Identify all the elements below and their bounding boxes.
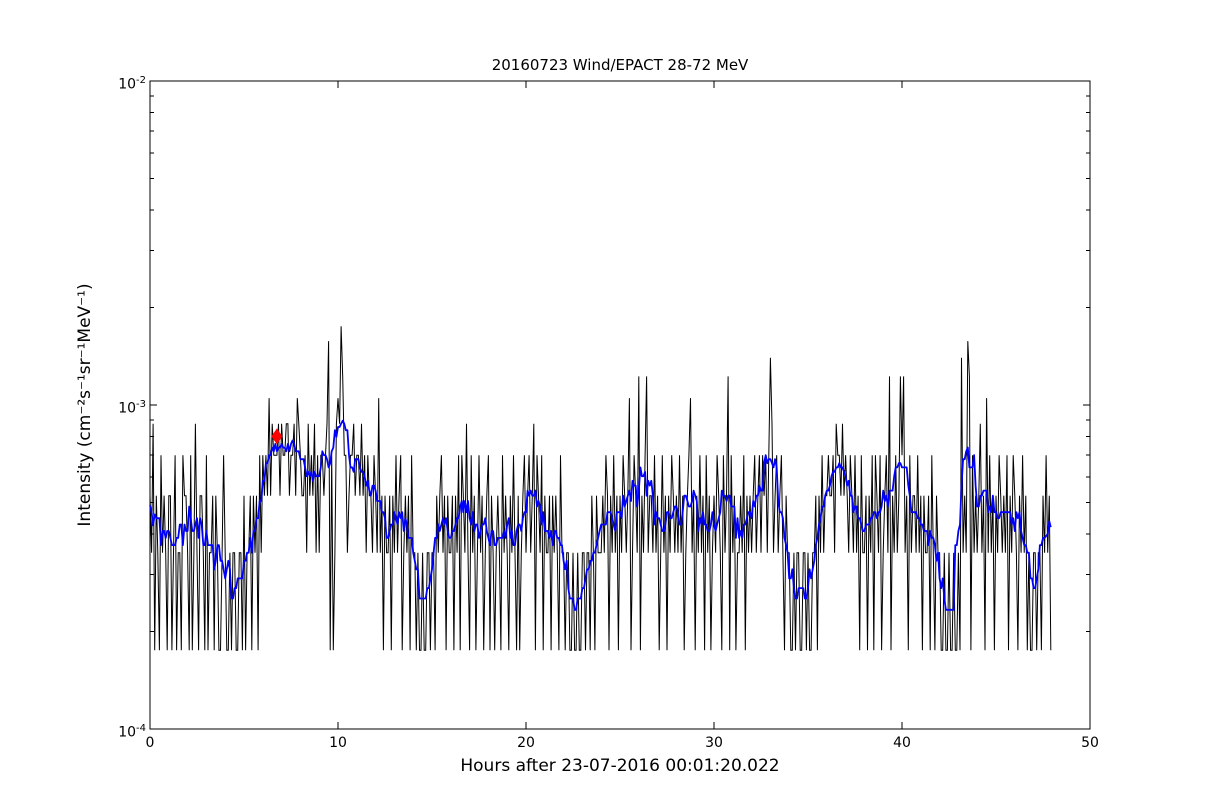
x-tick-label-10: 10 (329, 735, 347, 751)
flux-series-line (149, 326, 1052, 651)
y-tick-label-1e-3: 10-3 (118, 399, 146, 417)
x-tick-label-0: 0 (145, 735, 155, 751)
y-tick-label-1e-2: 10-2 (118, 75, 146, 93)
x-tick-label-40: 40 (893, 735, 911, 751)
event-marker (271, 428, 283, 445)
chart-title: 20160723 Wind/EPACT 28-72 MeV (491, 56, 749, 74)
x-tick-label-20: 20 (517, 735, 535, 751)
x-tick-label-50: 50 (1081, 735, 1099, 751)
x-tick-label-30: 30 (705, 735, 723, 751)
axis-ticks (149, 80, 1091, 730)
y-tick-label-1e-4: 10-4 (118, 723, 146, 741)
smoothed-series-line (149, 419, 1052, 611)
x-axis-label: Hours after 23-07-2016 00:01:20.022 (460, 756, 780, 776)
plot-frame (149, 80, 1091, 730)
